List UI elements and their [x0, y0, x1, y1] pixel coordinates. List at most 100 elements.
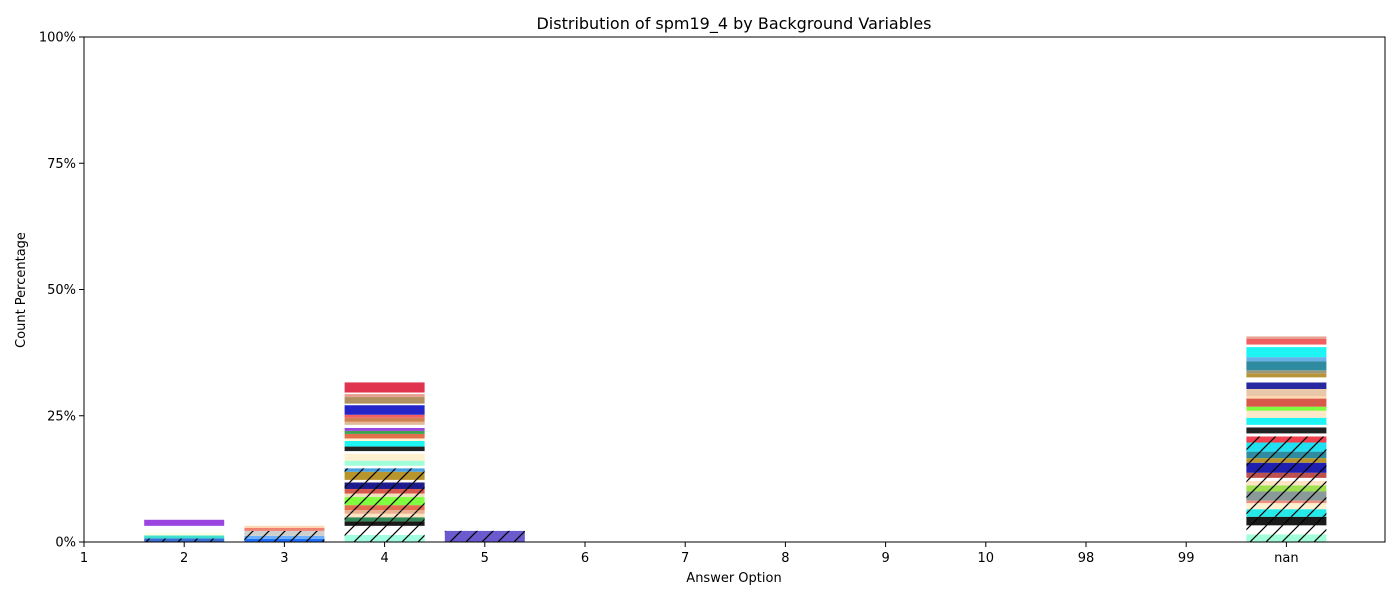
x-tick-label: 3	[280, 551, 288, 566]
bar-segment	[1246, 427, 1327, 434]
x-tick-label: nan	[1274, 551, 1298, 566]
bar-segment	[244, 525, 325, 528]
bar-segment-hatch	[344, 497, 425, 506]
bar-segment-hatch	[1246, 480, 1327, 486]
bar-segment-hatch	[344, 468, 425, 472]
bar-stack-2	[144, 519, 225, 542]
x-axis: 1 2 3 4 5 6 7 8 9 10 98 99 nan	[80, 542, 1299, 566]
x-tick-label: 4	[380, 551, 388, 566]
chart-title: Distribution of spm19_4 by Background Va…	[536, 14, 931, 34]
bar-segment	[1246, 344, 1327, 348]
bar-segment	[344, 382, 425, 393]
bar-segment	[244, 527, 325, 531]
bar-segment-hatch	[144, 538, 225, 542]
bar-segment	[1246, 396, 1327, 399]
bar-segment	[344, 397, 425, 404]
bar-segment-hatch	[1246, 509, 1327, 517]
bar-segment	[344, 438, 425, 441]
bar-segment-hatch	[1246, 477, 1327, 481]
x-tick-label: 7	[681, 551, 689, 566]
bar-segment	[1246, 336, 1327, 339]
x-tick-label: 5	[481, 551, 489, 566]
bar-segment-hatch	[344, 534, 425, 542]
bar-segment	[344, 427, 425, 431]
bar-segment-hatch	[1246, 500, 1327, 504]
bar-segment-hatch	[444, 530, 525, 542]
bar-segment	[344, 392, 425, 395]
bar-segment	[344, 453, 425, 461]
bar-segment	[344, 433, 425, 439]
bar-segment-hatch	[1246, 436, 1327, 443]
bar-segment	[344, 417, 425, 422]
bar-segment	[1246, 398, 1327, 407]
bar-segment	[344, 421, 425, 425]
bar-segment-hatch	[1246, 503, 1327, 510]
bar-segment-hatch	[1246, 525, 1327, 535]
x-tick-label: 98	[1078, 551, 1095, 566]
bar-segment-hatch	[344, 479, 425, 483]
bar-segment	[1246, 382, 1327, 389]
bar-segment	[344, 405, 425, 415]
y-tick-label: 50%	[47, 283, 76, 298]
bar-segment	[1246, 373, 1327, 378]
x-tick-label: 2	[180, 551, 188, 566]
bar-segment	[344, 424, 425, 428]
bar-segment-hatch	[1246, 458, 1327, 463]
bar-segment-hatch	[344, 505, 425, 511]
bar-segment	[1246, 388, 1327, 397]
x-tick-label: 10	[978, 551, 995, 566]
bar-segment	[1246, 370, 1327, 374]
bar-segment-hatch	[344, 521, 425, 526]
bar-stack-5	[444, 530, 525, 542]
bar-segment-hatch	[244, 530, 325, 536]
x-tick-label: 6	[581, 551, 589, 566]
bar-segment	[1246, 347, 1327, 358]
bar-segment-hatch	[1246, 534, 1327, 542]
bar-segment	[144, 525, 225, 533]
bar-segment	[1246, 406, 1327, 411]
bar-segment	[1246, 377, 1327, 383]
bar-segment-hatch	[1246, 516, 1327, 526]
y-axis: 0% 25% 50% 75% 100%	[39, 31, 84, 551]
x-tick-label: 99	[1178, 551, 1195, 566]
bar-segment	[344, 430, 425, 434]
bar-segment-hatch	[344, 482, 425, 489]
x-tick-label: 1	[80, 551, 88, 566]
bar-segment	[344, 446, 425, 452]
bar-segment	[344, 403, 425, 406]
bar-segment-hatch	[1246, 442, 1327, 452]
y-tick-label: 25%	[47, 409, 76, 424]
bar-segment	[1246, 357, 1327, 362]
bar-segment-hatch	[344, 517, 425, 522]
x-axis-label: Answer Option	[686, 571, 781, 586]
bar-segment-hatch	[344, 488, 425, 494]
bar-stack-4	[344, 382, 425, 542]
y-tick-label: 75%	[47, 157, 76, 172]
bar-segment	[344, 451, 425, 454]
bar-segment	[344, 414, 425, 418]
bar-stack-nan	[1246, 336, 1327, 542]
bars-layer	[144, 336, 1327, 542]
bar-segment-hatch	[344, 510, 425, 514]
bar-segment	[1246, 417, 1327, 425]
bar-segment-hatch	[244, 538, 325, 542]
bar-segment-hatch	[344, 525, 425, 535]
bar-segment-hatch	[1246, 472, 1327, 478]
bar-segment	[344, 394, 425, 398]
x-tick-label: 9	[881, 551, 889, 566]
bar-segment-hatch	[344, 493, 425, 498]
bar-segment	[1246, 338, 1327, 345]
bar-segment-hatch	[1246, 485, 1327, 492]
bar-segment	[144, 519, 225, 526]
bar-segment	[144, 532, 225, 536]
bar-segment	[1246, 433, 1327, 437]
bar-segment-hatch	[1246, 451, 1327, 459]
bar-segment	[1246, 424, 1327, 428]
x-tick-label: 8	[781, 551, 789, 566]
bar-segment	[1246, 361, 1327, 371]
bar-segment	[1246, 410, 1327, 418]
bar-segment-hatch	[344, 513, 425, 518]
